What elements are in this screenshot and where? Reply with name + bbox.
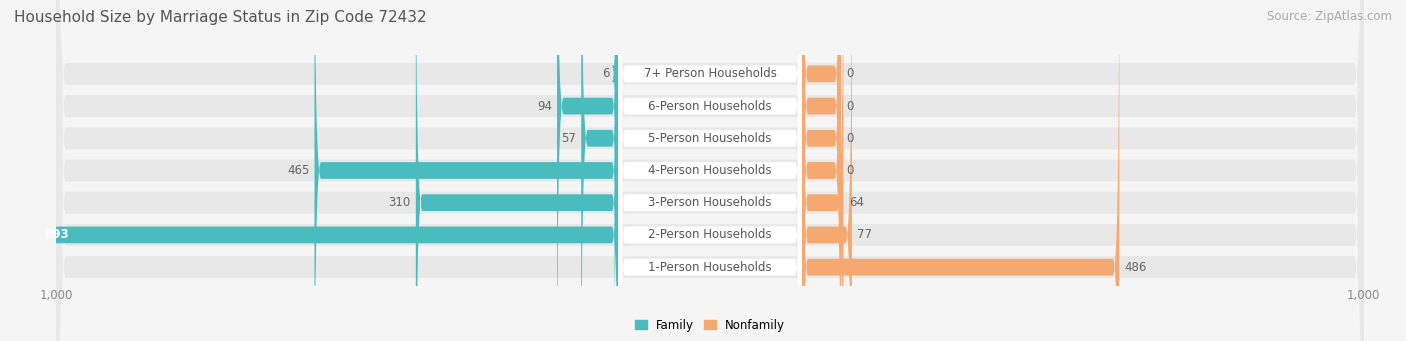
Text: 4-Person Households: 4-Person Households xyxy=(648,164,772,177)
FancyBboxPatch shape xyxy=(56,0,1364,341)
Text: 0: 0 xyxy=(846,68,853,80)
FancyBboxPatch shape xyxy=(619,0,801,341)
FancyBboxPatch shape xyxy=(801,0,844,341)
FancyBboxPatch shape xyxy=(35,0,619,341)
FancyBboxPatch shape xyxy=(619,0,801,341)
Text: 64: 64 xyxy=(849,196,863,209)
FancyBboxPatch shape xyxy=(315,0,619,341)
FancyBboxPatch shape xyxy=(56,0,1364,341)
Text: 486: 486 xyxy=(1125,261,1147,273)
Text: 6-Person Households: 6-Person Households xyxy=(648,100,772,113)
Legend: Family, Nonfamily: Family, Nonfamily xyxy=(636,318,785,331)
Text: 310: 310 xyxy=(388,196,411,209)
FancyBboxPatch shape xyxy=(801,0,841,341)
Text: 2-Person Households: 2-Person Households xyxy=(648,228,772,241)
FancyBboxPatch shape xyxy=(612,0,621,341)
FancyBboxPatch shape xyxy=(557,0,619,341)
FancyBboxPatch shape xyxy=(801,0,1119,341)
Text: Household Size by Marriage Status in Zip Code 72432: Household Size by Marriage Status in Zip… xyxy=(14,10,426,25)
Text: 0: 0 xyxy=(846,132,853,145)
FancyBboxPatch shape xyxy=(56,0,1364,341)
Text: 465: 465 xyxy=(287,164,309,177)
FancyBboxPatch shape xyxy=(801,0,852,341)
FancyBboxPatch shape xyxy=(56,0,1364,341)
FancyBboxPatch shape xyxy=(801,0,841,341)
Text: 94: 94 xyxy=(537,100,551,113)
FancyBboxPatch shape xyxy=(619,0,801,341)
FancyBboxPatch shape xyxy=(619,0,801,341)
Text: 1-Person Households: 1-Person Households xyxy=(648,261,772,273)
Text: 5-Person Households: 5-Person Households xyxy=(648,132,772,145)
Text: 77: 77 xyxy=(858,228,872,241)
FancyBboxPatch shape xyxy=(56,0,1364,341)
Text: 57: 57 xyxy=(561,132,576,145)
FancyBboxPatch shape xyxy=(416,0,619,341)
Text: 0: 0 xyxy=(846,100,853,113)
Text: Source: ZipAtlas.com: Source: ZipAtlas.com xyxy=(1267,10,1392,23)
Text: 7+ Person Households: 7+ Person Households xyxy=(644,68,776,80)
Text: 0: 0 xyxy=(846,164,853,177)
Text: 3-Person Households: 3-Person Households xyxy=(648,196,772,209)
FancyBboxPatch shape xyxy=(619,0,801,341)
FancyBboxPatch shape xyxy=(801,0,841,341)
Text: 6: 6 xyxy=(602,68,609,80)
FancyBboxPatch shape xyxy=(581,0,619,341)
FancyBboxPatch shape xyxy=(801,0,841,341)
FancyBboxPatch shape xyxy=(56,0,1364,341)
FancyBboxPatch shape xyxy=(619,0,801,341)
Text: 893: 893 xyxy=(45,228,69,241)
FancyBboxPatch shape xyxy=(56,0,1364,341)
FancyBboxPatch shape xyxy=(619,0,801,341)
